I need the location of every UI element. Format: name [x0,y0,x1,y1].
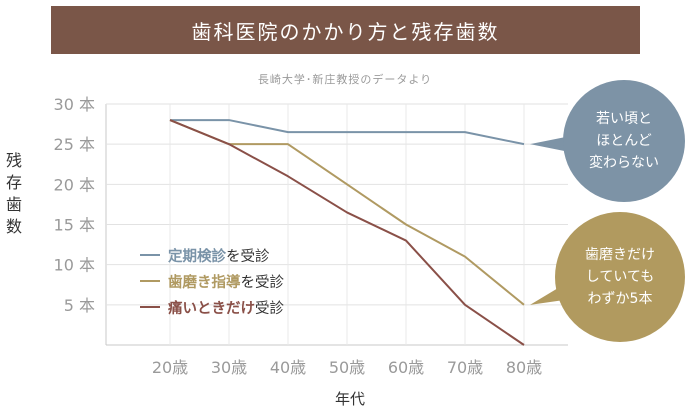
legend-swatch [140,254,160,256]
chart-subtitle: 長崎大学･新庄教授のデータより [257,73,433,86]
legend-label-emphasis: 歯磨き指導 [168,274,241,291]
x-tick-label: 40歳 [270,358,306,377]
x-tick-label: 60歳 [388,358,424,377]
annotation-bubble-regular-checkup: 若い頃と ほとんど 変わらない [563,80,685,202]
x-tick-label: 20歳 [152,358,188,377]
annotation-bubble-brushing: 歯磨きだけ していても わずか5本 [555,212,685,342]
y-axis-label: 残存歯数 [5,151,22,236]
series-line-0 [170,119,525,146]
legend-item-regular-checkup: 定期検診 を受診 [140,242,284,268]
legend-label-emphasis: 定期検診 [168,248,226,265]
legend-item-brushing-guidance: 歯磨き指導 を受診 [140,268,284,294]
chart-title: 歯科医院のかかり方と残存歯数 [191,19,500,44]
legend-swatch [140,306,160,308]
legend-swatch [140,280,160,282]
y-tick-label: 20 本 [54,175,95,194]
legend-label-suffix: 受診 [255,300,284,317]
y-tick-label: 5 本 [64,296,95,315]
legend: 定期検診 を受診 歯磨き指導 を受診 痛いときだけ 受診 [140,242,284,320]
x-axis-label: 年代 [334,390,365,408]
legend-label-suffix: を受診 [240,274,285,291]
y-tick-label: 15 本 [54,216,95,235]
legend-label-emphasis: 痛いときだけ [168,300,255,317]
legend-item-only-when-pain: 痛いときだけ 受診 [140,294,284,320]
y-tick-label: 25 本 [54,135,95,154]
y-tick-label: 30 本 [54,95,95,114]
title-bar: 歯科医院のかかり方と残存歯数 [51,6,640,54]
x-tick-label: 70歳 [447,358,483,377]
x-tick-label: 80歳 [506,358,542,377]
x-tick-label: 30歳 [211,358,247,377]
x-tick-label: 50歳 [329,358,365,377]
legend-label-suffix: を受診 [226,248,270,265]
series-line-2 [169,119,525,346]
y-tick-label: 10 本 [54,256,95,275]
